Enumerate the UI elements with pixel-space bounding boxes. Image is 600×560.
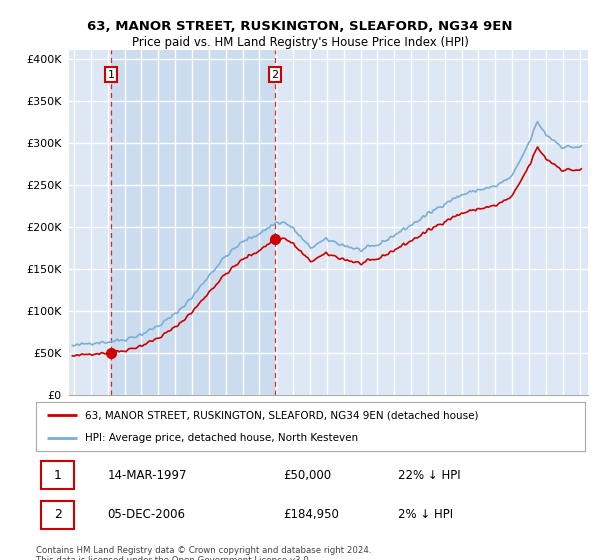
Text: £50,000: £50,000: [283, 469, 331, 482]
FancyBboxPatch shape: [41, 461, 74, 489]
FancyBboxPatch shape: [41, 501, 74, 529]
Text: 63, MANOR STREET, RUSKINGTON, SLEAFORD, NG34 9EN: 63, MANOR STREET, RUSKINGTON, SLEAFORD, …: [87, 20, 513, 32]
Text: 2: 2: [271, 69, 278, 80]
Text: Contains HM Land Registry data © Crown copyright and database right 2024.
This d: Contains HM Land Registry data © Crown c…: [36, 546, 371, 560]
Bar: [111, 50, 275, 395]
Text: 2% ↓ HPI: 2% ↓ HPI: [398, 508, 454, 521]
Text: HPI: Average price, detached house, North Kesteven: HPI: Average price, detached house, Nort…: [85, 433, 359, 444]
Text: 1: 1: [54, 469, 62, 482]
Text: 05-DEC-2006: 05-DEC-2006: [107, 508, 185, 521]
Text: 2: 2: [54, 508, 62, 521]
Text: £184,950: £184,950: [283, 508, 339, 521]
Text: Price paid vs. HM Land Registry's House Price Index (HPI): Price paid vs. HM Land Registry's House …: [131, 36, 469, 49]
Text: 63, MANOR STREET, RUSKINGTON, SLEAFORD, NG34 9EN (detached house): 63, MANOR STREET, RUSKINGTON, SLEAFORD, …: [85, 410, 479, 421]
Text: 14-MAR-1997: 14-MAR-1997: [107, 469, 187, 482]
Text: 22% ↓ HPI: 22% ↓ HPI: [398, 469, 461, 482]
Text: 1: 1: [107, 69, 115, 80]
